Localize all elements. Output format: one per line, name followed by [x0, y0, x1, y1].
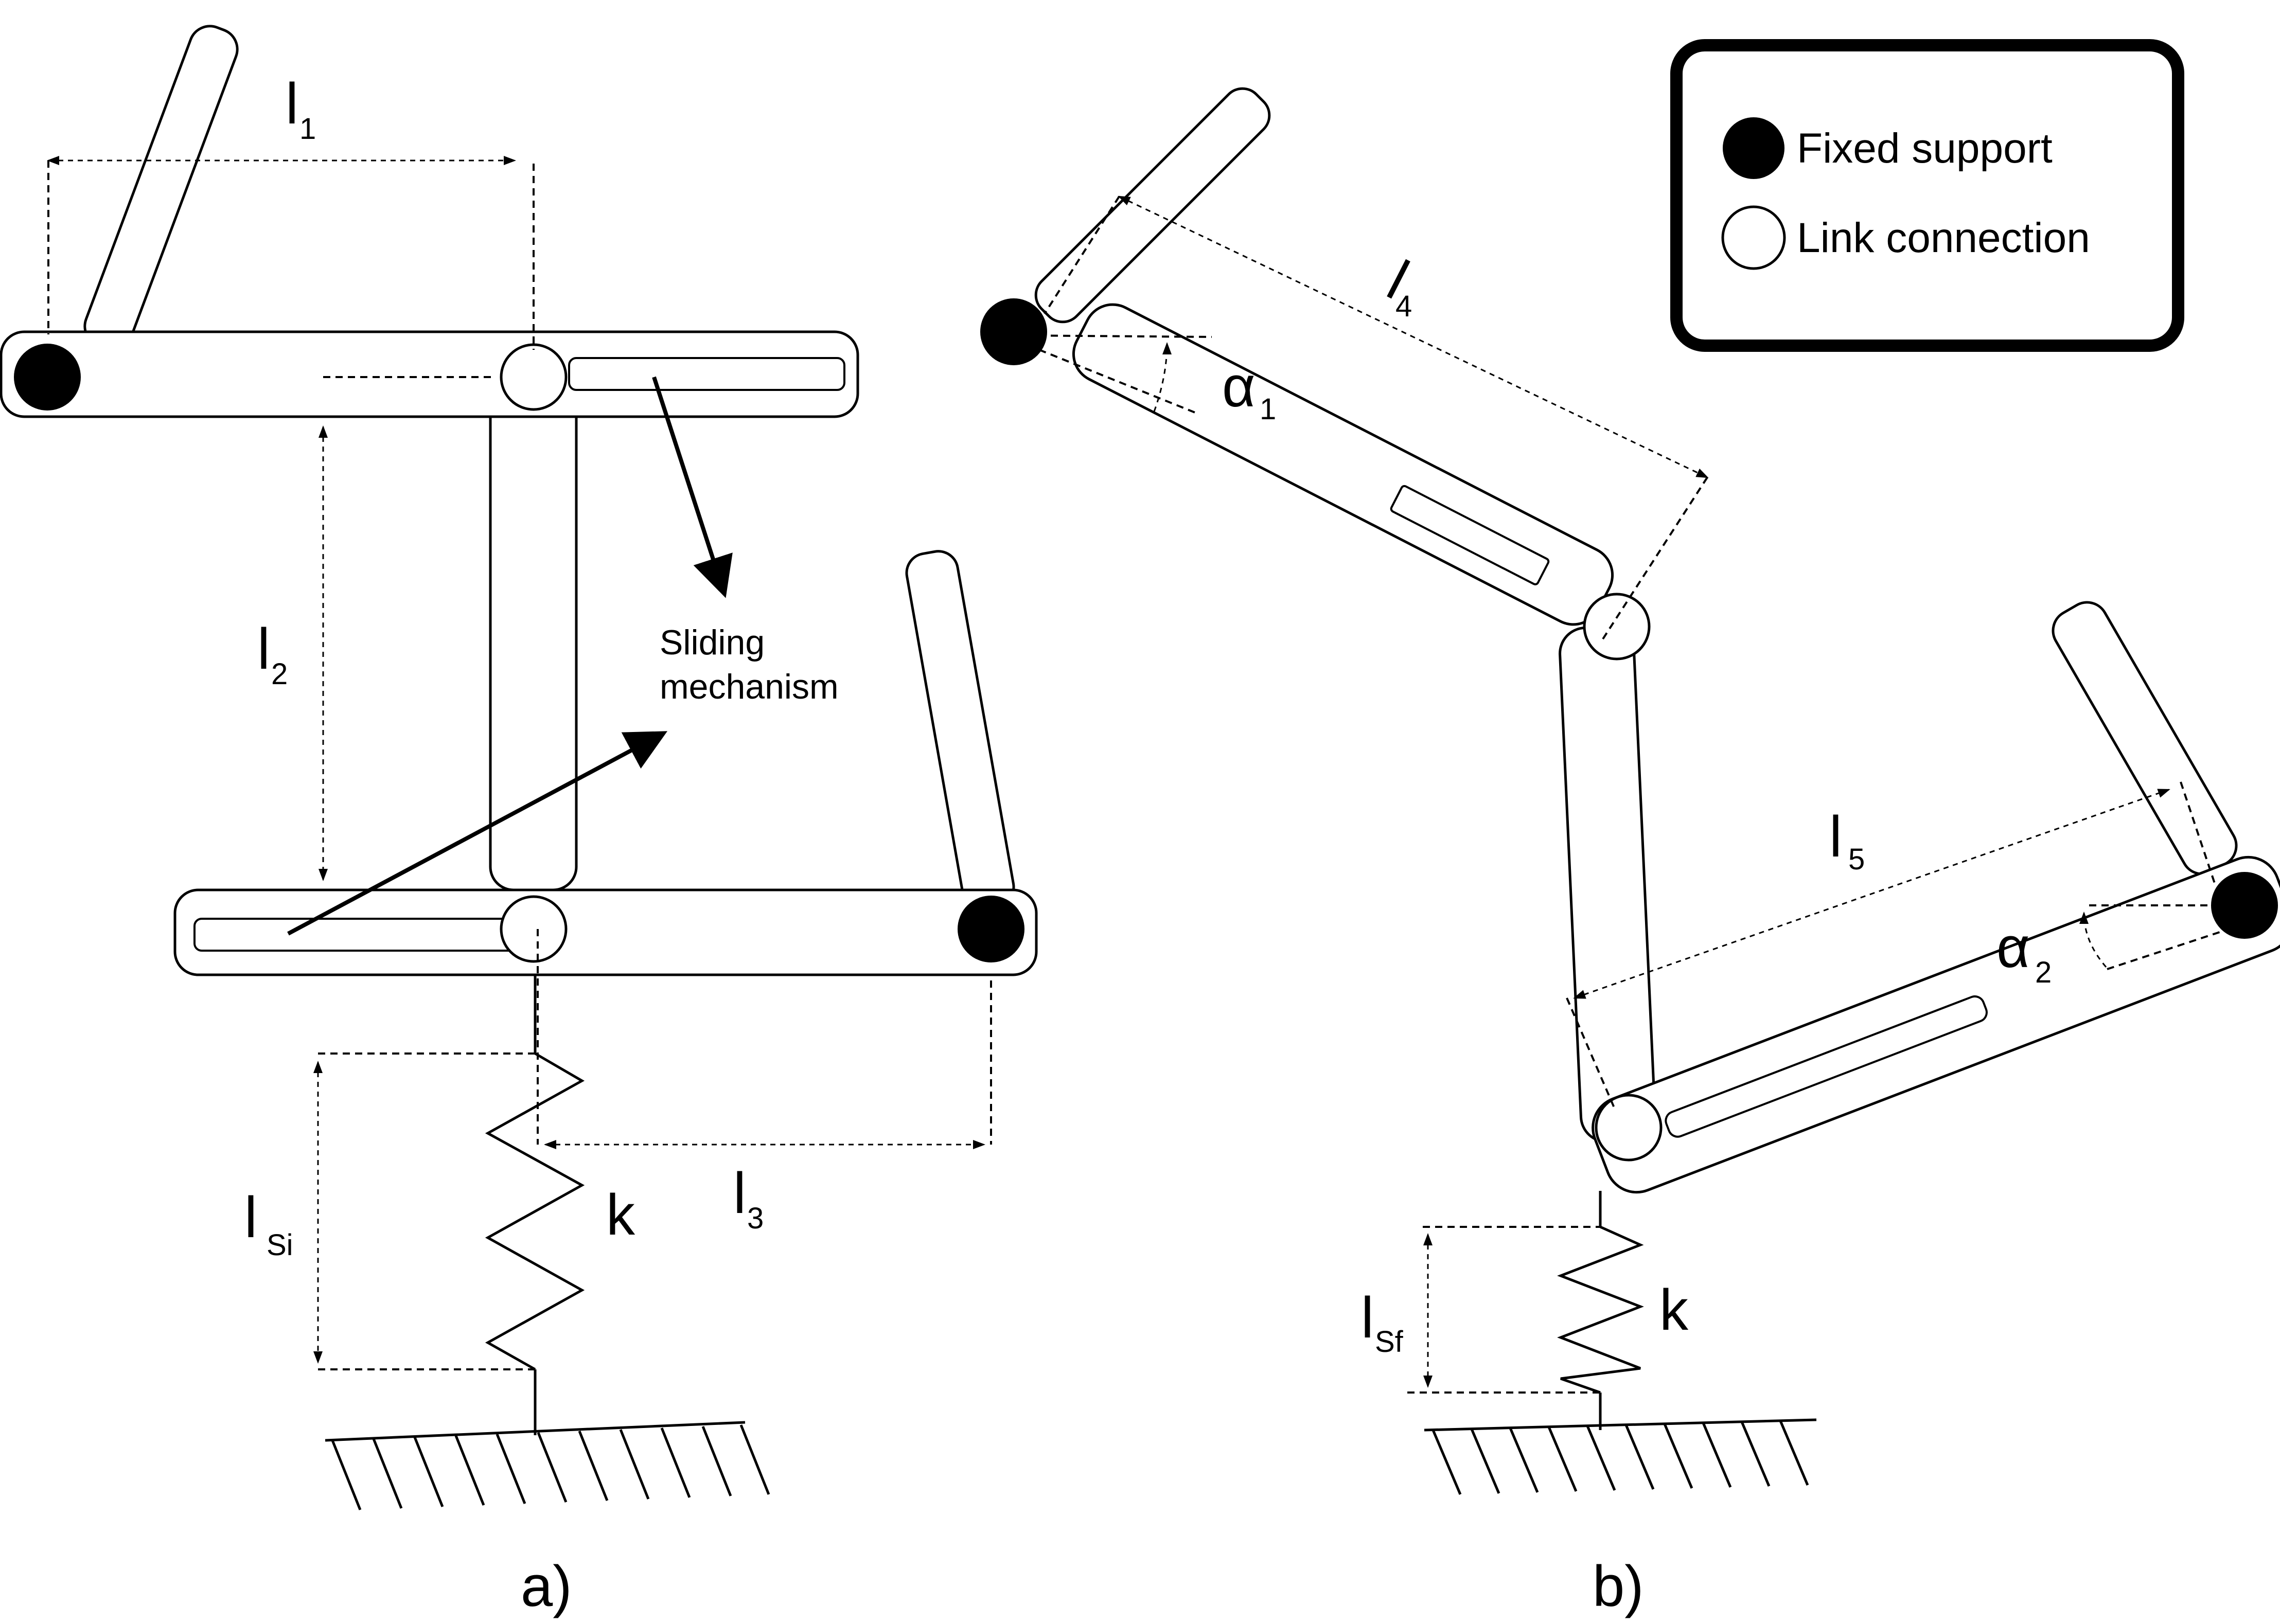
upper-bar-a [0, 330, 859, 418]
spring-a [485, 1052, 585, 1371]
arm-2-b [2052, 601, 2238, 876]
link-connection-upper-a [500, 343, 568, 411]
lower-link-slot-b [1665, 995, 1988, 1138]
spring-k-label-a: k [606, 1183, 635, 1247]
ground-b [1424, 1418, 1817, 1432]
long-link-slot-b [1390, 485, 1550, 585]
legend-fixed-support-icon [1723, 117, 1784, 179]
spring-k-label-b: k [1659, 1278, 1689, 1342]
fixed-support-1-b [980, 298, 1047, 365]
link-connection-lower-a [500, 895, 568, 963]
alpha1-label: α [1222, 354, 1256, 419]
panel-b: l 4 α 1 l 5 α 2 l Sf k b) [980, 87, 2280, 1618]
lower-link-b [1592, 855, 2280, 1194]
l4-subscript: 4 [1395, 290, 1412, 323]
l4-dimension-line [1118, 195, 1709, 478]
lsi-subscript: Si [267, 1228, 293, 1262]
legend-link-connection-icon [1721, 205, 1786, 270]
l3-subscript: 3 [747, 1202, 764, 1235]
upper-slot-a [568, 357, 845, 391]
l5-dimension-line [1573, 789, 2170, 999]
lower-bar-a [173, 888, 1038, 976]
l2-subscript: 2 [271, 657, 288, 691]
sliding-arrow-lower [287, 731, 668, 936]
l1-subscript: 1 [299, 112, 316, 146]
ground-hatch-a [331, 1424, 770, 1510]
alpha2-subscript: 2 [2035, 956, 2052, 989]
sliding-mechanism-label-line2: mechanism [660, 667, 839, 706]
l3-label: l [733, 1161, 746, 1225]
lsf-subscript: Sf [1375, 1325, 1404, 1359]
l2-label: l [257, 617, 270, 681]
fixed-support-upper-a [14, 344, 81, 411]
legend-fixed-support-label: Fixed support [1797, 125, 2053, 172]
legend: Fixed support Link connection [1670, 39, 2184, 352]
l1-label: l [286, 72, 298, 136]
sliding-arrow-upper [652, 376, 733, 598]
link-connection-2-b [1595, 1094, 1663, 1162]
alpha1-arc [1153, 342, 1172, 412]
alpha2-label: α [1996, 915, 2030, 979]
alpha1-subscript: 1 [1260, 392, 1276, 426]
spring-b [1557, 1225, 1644, 1394]
legend-box [1670, 39, 2184, 352]
l5-label: l [1829, 805, 1842, 869]
panel-a: l 1 l 2 l 3 l Si k Sliding mechanism a) [0, 25, 1038, 1618]
l5-subscript: 5 [1848, 843, 1865, 876]
panel-a-caption: a) [521, 1554, 572, 1618]
lower-arm-a [905, 550, 1015, 910]
alpha2-arc [2079, 912, 2107, 968]
link-connection-1-b [1583, 593, 1651, 661]
vertical-coupler-b [1559, 625, 1656, 1144]
sliding-mechanism-label-line1: Sliding [660, 623, 765, 662]
ground-a [325, 1421, 746, 1442]
upper-arm-a [83, 25, 239, 351]
fixed-support-lower-a [958, 896, 1024, 962]
lsf-label: l [1361, 1286, 1374, 1350]
panel-b-caption: b) [1593, 1554, 1644, 1618]
lsi-label: l [244, 1185, 257, 1250]
ground-hatch-b [1431, 1420, 1809, 1495]
arm-1-b [1034, 87, 1271, 324]
legend-link-connection-label: Link connection [1797, 215, 2090, 261]
